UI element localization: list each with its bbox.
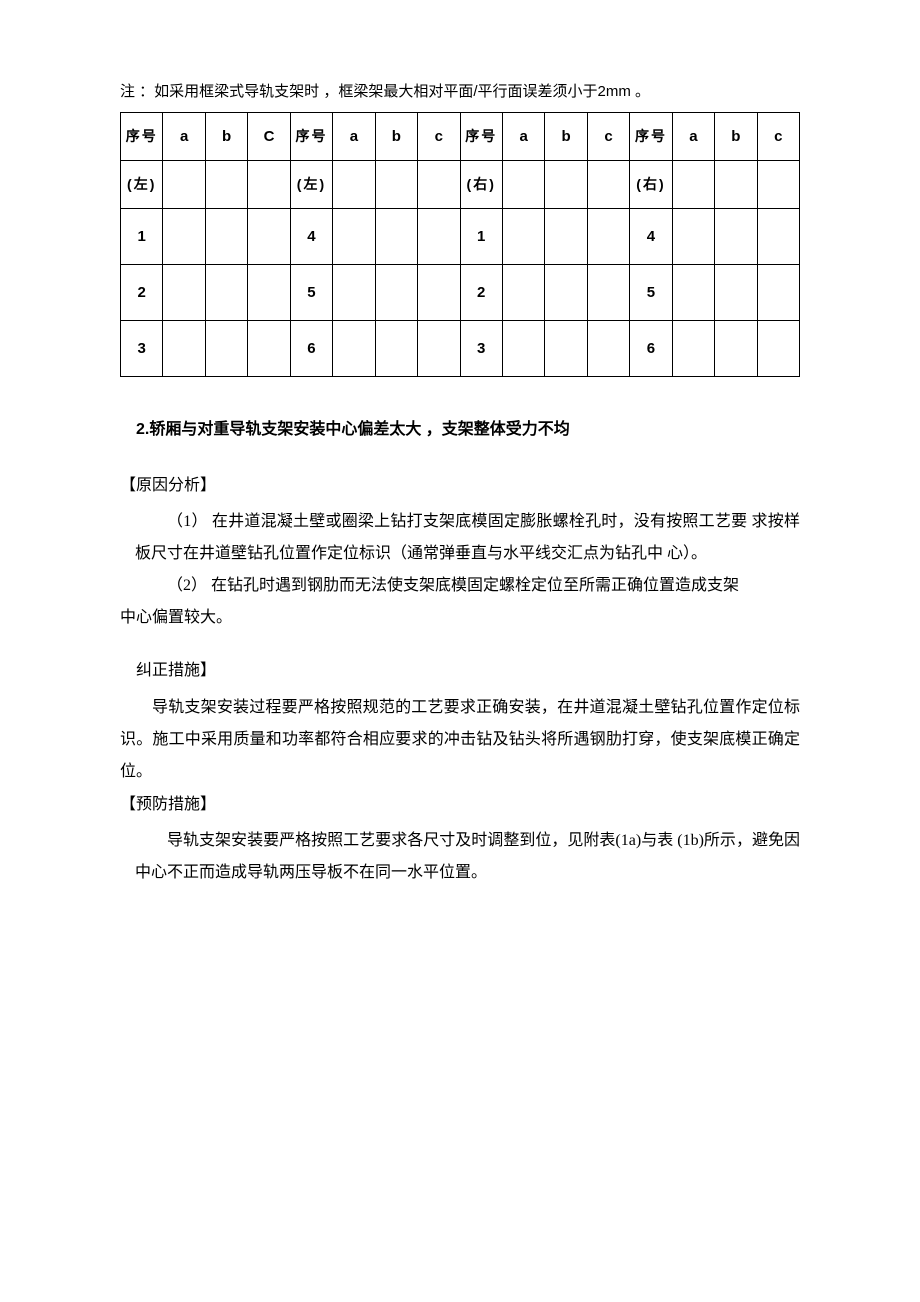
cell [715,321,757,377]
cell [672,209,714,265]
col-seq-3: 序号 [460,113,502,161]
cell [375,321,417,377]
cell [205,209,247,265]
cell [757,209,799,265]
cell [757,321,799,377]
cell [545,209,587,265]
cell [545,321,587,377]
table-note: 注 ：如采用框梁式导轨支架时 ，框梁架最大相对平面/平行面误差须小于2mm 。 [120,80,800,104]
cell [248,321,290,377]
cell: 2 [460,265,502,321]
cell [333,265,375,321]
side-right-1: (右) [460,161,502,209]
table-header-row-2: (左) (左) (右) (右) [121,161,800,209]
cell [163,265,205,321]
cell [672,265,714,321]
cell-empty [715,161,757,209]
cell: 5 [290,265,332,321]
cause-item-2: （2） 在钻孔时遇到钢肋而无法使支架底模固定螺栓定位至所需正确位置造成支架 [135,570,800,602]
col-c-3: c [587,113,629,161]
cell: 2 [121,265,163,321]
cell: 4 [630,209,672,265]
cell [163,209,205,265]
cause-item-2-cont: 中心偏置较大。 [120,602,800,634]
cell [205,321,247,377]
col-a-1: a [163,113,205,161]
table-row: 1 4 1 4 [121,209,800,265]
preventive-measures-label: 【预防措施】 [120,792,800,818]
col-c-2: c [418,113,460,161]
preventive-measures-text: 导轨支架安装要严格按照工艺要求各尺寸及时调整到位，见附表(1a)与表 (1b)所… [135,825,800,889]
col-a-2: a [333,113,375,161]
col-a-4: a [672,113,714,161]
table-row: 2 5 2 5 [121,265,800,321]
cell [502,265,544,321]
cell [163,321,205,377]
cell: 1 [460,209,502,265]
cell-empty [502,161,544,209]
cell [715,265,757,321]
corrective-measures-label: 纠正措施】 [120,658,800,684]
cell-empty [248,161,290,209]
col-b-3: b [545,113,587,161]
col-b-2: b [375,113,417,161]
cell [715,209,757,265]
cause-item-1: （1） 在井道混凝土壁或圈梁上钻打支架底模固定膨胀螺栓孔时，没有按照工艺要 求按… [135,506,800,570]
cell: 4 [290,209,332,265]
col-a-3: a [502,113,544,161]
side-right-2: (右) [630,161,672,209]
col-b-1: b [205,113,247,161]
col-c-1: C [248,113,290,161]
cell-empty [545,161,587,209]
cell [418,265,460,321]
cell-empty [163,161,205,209]
cell [418,209,460,265]
col-c-4: c [757,113,799,161]
cell-empty [418,161,460,209]
cell: 3 [460,321,502,377]
cell [502,209,544,265]
cell [333,209,375,265]
cell [333,321,375,377]
cell [375,209,417,265]
table-header-row-1: 序号 a b C 序号 a b c 序号 a b c 序号 a b c [121,113,800,161]
cell [587,265,629,321]
cell: 1 [121,209,163,265]
cell [205,265,247,321]
cell [672,321,714,377]
col-seq-1: 序号 [121,113,163,161]
cell [375,265,417,321]
cell [248,265,290,321]
data-table: 序号 a b C 序号 a b c 序号 a b c 序号 a b c (左) … [120,112,800,377]
side-left-2: (左) [290,161,332,209]
cell-empty [757,161,799,209]
corrective-measures-text: 导轨支架安装过程要严格按照规范的工艺要求正确安装，在井道混凝土壁钻孔位置作定位标… [120,692,800,788]
cell-empty [205,161,247,209]
table-row: 3 6 3 6 [121,321,800,377]
col-seq-2: 序号 [290,113,332,161]
cell [418,321,460,377]
cell: 3 [121,321,163,377]
cell-empty [672,161,714,209]
cell [545,265,587,321]
cell-empty [333,161,375,209]
cell [587,321,629,377]
side-left-1: (左) [121,161,163,209]
cell: 5 [630,265,672,321]
col-b-4: b [715,113,757,161]
cell [248,209,290,265]
col-seq-4: 序号 [630,113,672,161]
cell [757,265,799,321]
cell: 6 [290,321,332,377]
cause-analysis-label: 【原因分析】 [120,473,800,499]
cell: 6 [630,321,672,377]
section-2-title: 2.轿厢与对重导轨支架安装中心偏差太大 ，支架整体受力不均 [120,417,800,443]
cell [502,321,544,377]
cell-empty [375,161,417,209]
cell [587,209,629,265]
cell-empty [587,161,629,209]
